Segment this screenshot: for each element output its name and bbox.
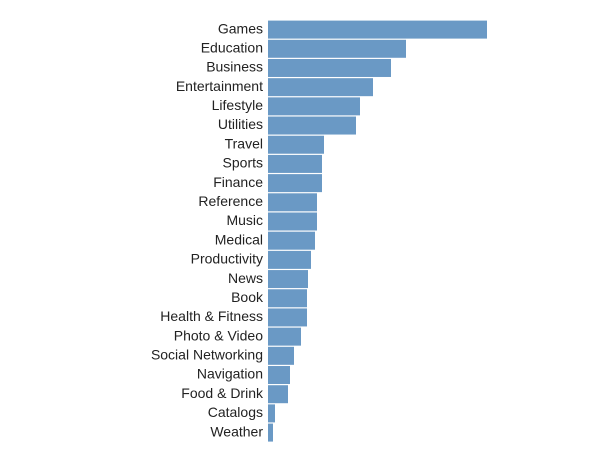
bar xyxy=(268,97,360,116)
y-tick-label: Business xyxy=(206,59,263,75)
y-tick-label: Social Networking xyxy=(151,347,263,363)
bar xyxy=(268,174,322,193)
y-tick-label: Travel xyxy=(225,135,263,151)
bar xyxy=(268,116,356,135)
y-tick-label: Food & Drink xyxy=(181,385,264,401)
bar xyxy=(268,58,391,77)
y-tick-label: Entertainment xyxy=(176,78,263,94)
bar xyxy=(268,346,294,365)
bar xyxy=(268,327,301,346)
bar xyxy=(268,289,307,308)
y-tick-label: Lifestyle xyxy=(212,97,264,113)
y-tick-label: Education xyxy=(201,39,263,55)
y-tick-label: Weather xyxy=(210,423,263,439)
bar xyxy=(268,39,406,58)
y-tick-label: Utilities xyxy=(218,116,263,132)
bar xyxy=(268,135,324,154)
y-tick-label: Sports xyxy=(223,155,263,171)
bar xyxy=(268,193,317,212)
bar xyxy=(268,404,275,423)
bar xyxy=(268,250,311,269)
bar xyxy=(268,423,273,442)
bar xyxy=(268,308,307,327)
y-tick-label: Health & Fitness xyxy=(160,308,263,324)
y-tick-label: Navigation xyxy=(197,366,263,382)
bar xyxy=(268,385,288,404)
bar xyxy=(268,212,317,231)
y-tick-label: Productivity xyxy=(191,251,263,267)
y-tick-label: Catalogs xyxy=(208,404,263,420)
bar xyxy=(268,154,322,173)
bar xyxy=(268,20,487,39)
bar xyxy=(268,231,315,250)
bar xyxy=(268,78,373,97)
y-tick-label: Medical xyxy=(215,231,263,247)
y-tick-label: Photo & Video xyxy=(174,327,263,343)
bar xyxy=(268,366,290,385)
y-tick-label: News xyxy=(228,270,263,286)
y-tick-label: Music xyxy=(226,212,263,228)
y-tick-label: Book xyxy=(231,289,264,305)
bar xyxy=(268,270,308,289)
y-tick-label: Reference xyxy=(198,193,263,209)
y-tick-label: Games xyxy=(218,20,263,36)
y-tick-label: Finance xyxy=(213,174,263,190)
